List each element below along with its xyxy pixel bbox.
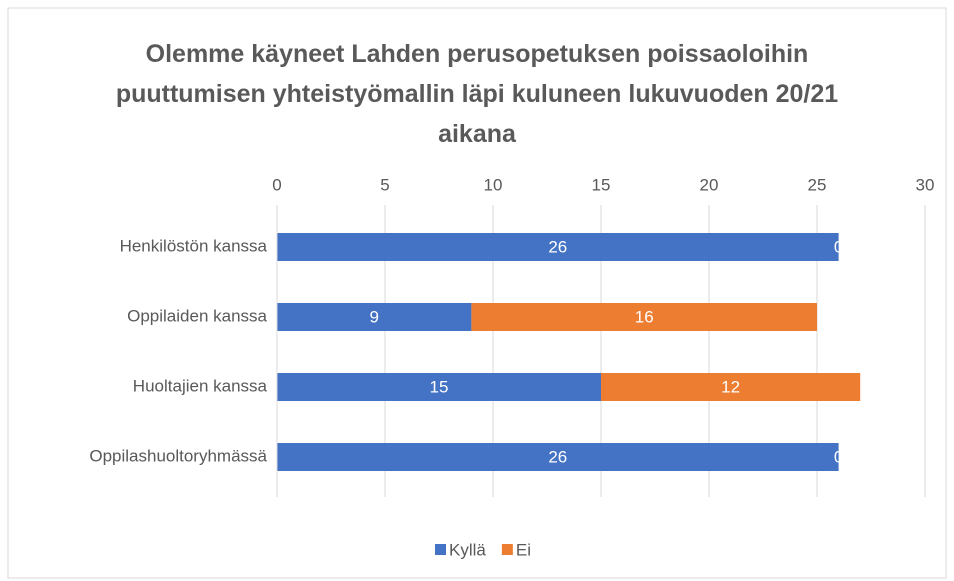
bar <box>277 373 601 401</box>
bar <box>277 303 472 331</box>
data-label: 12 <box>721 377 740 396</box>
x-tick-label: 20 <box>700 175 719 194</box>
data-label: 26 <box>548 237 567 256</box>
bar <box>471 303 817 331</box>
data-label: 9 <box>369 307 378 326</box>
y-tick-label: Oppilashuoltoryhmässä <box>89 446 267 465</box>
legend-swatch <box>435 544 446 555</box>
x-tick-label: 25 <box>808 175 827 194</box>
y-tick-label: Oppilaiden kanssa <box>127 306 267 325</box>
data-label: 0 <box>834 447 843 466</box>
legend-label: Kyllä <box>449 540 486 559</box>
data-label: 26 <box>548 447 567 466</box>
bar <box>277 443 839 471</box>
bar <box>601 373 861 401</box>
y-tick-label: Henkilöstön kanssa <box>120 236 268 255</box>
bar <box>277 233 839 261</box>
y-tick-label: Huoltajien kanssa <box>133 376 268 395</box>
legend-swatch <box>501 544 513 555</box>
data-label: 15 <box>430 377 449 396</box>
x-tick-label: 0 <box>272 175 281 194</box>
data-label: 16 <box>635 307 654 326</box>
x-tick-label: 15 <box>592 175 611 194</box>
x-tick-label: 5 <box>380 175 389 194</box>
x-tick-label: 10 <box>484 175 503 194</box>
data-label: 0 <box>834 237 843 256</box>
chart-title: Olemme käyneet Lahden perusopetuksen poi… <box>115 40 839 148</box>
x-tick-label: 30 <box>916 175 935 194</box>
legend-label: Ei <box>516 540 531 559</box>
chart-border <box>7 7 947 579</box>
